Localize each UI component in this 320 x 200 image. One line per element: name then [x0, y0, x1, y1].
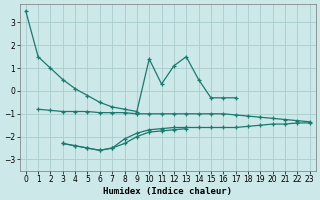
X-axis label: Humidex (Indice chaleur): Humidex (Indice chaleur) — [103, 187, 232, 196]
